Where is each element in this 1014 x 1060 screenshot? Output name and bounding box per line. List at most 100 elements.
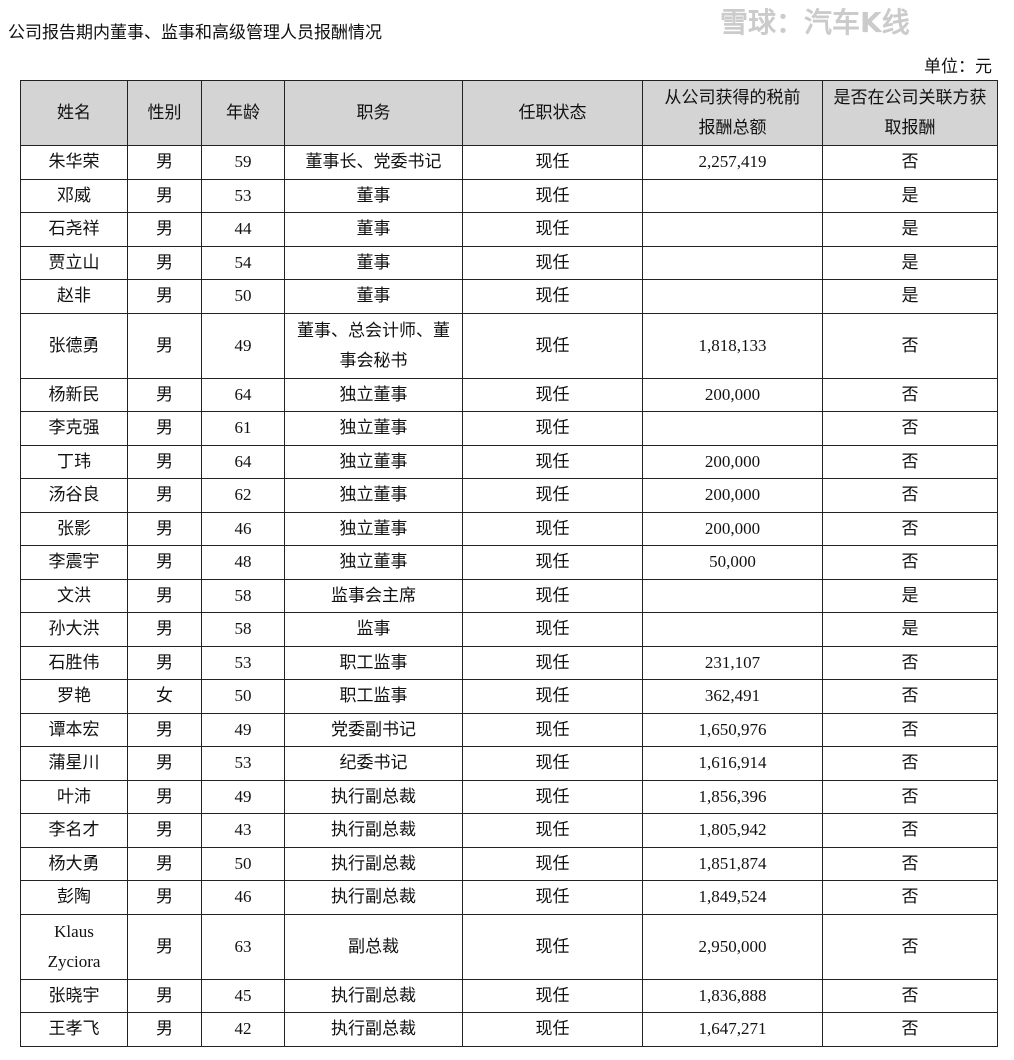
- cell-compensation: [642, 578, 823, 613]
- cell-position: 职工监事: [284, 645, 463, 680]
- cell-name: 张晓宇: [20, 978, 128, 1013]
- cell-position: 执行副总裁: [284, 779, 463, 814]
- cell-age: 58: [201, 612, 285, 647]
- cell-position: 执行副总裁: [284, 813, 463, 848]
- cell-age: 61: [201, 411, 285, 446]
- unit-label: 单位：元: [924, 57, 992, 77]
- table-row: 赵非男 50 董事 现任 是: [20, 279, 998, 314]
- table-row: 朱华荣男 59 董事长、党委书记 现任 2,257,419 否: [20, 145, 998, 180]
- cell-age: 50: [201, 279, 285, 314]
- header-compensation: 从公司获得的税前报酬总额: [642, 80, 823, 146]
- cell-name: 朱华荣: [20, 145, 128, 180]
- cell-name: 彭陶: [20, 880, 128, 915]
- cell-position: 董事: [284, 279, 463, 314]
- table-row: 叶沛男 49 执行副总裁 现任 1,856,396 否: [20, 779, 998, 814]
- cell-position: 监事: [284, 612, 463, 647]
- cell-age: 50: [201, 846, 285, 881]
- cell-gender: 男: [127, 145, 202, 180]
- cell-position: 执行副总裁: [284, 978, 463, 1013]
- cell-position: 执行副总裁: [284, 880, 463, 915]
- cell-gender: 男: [127, 645, 202, 680]
- cell-compensation: [642, 612, 823, 647]
- cell-age: 49: [201, 712, 285, 747]
- cell-compensation: [642, 411, 823, 446]
- cell-age: 58: [201, 578, 285, 613]
- table-row: 李震宇男 48 独立董事 现任 50,000 否: [20, 545, 998, 580]
- cell-gender: 男: [127, 612, 202, 647]
- cell-gender: 男: [127, 178, 202, 213]
- cell-status: 现任: [462, 511, 643, 546]
- cell-gender: 男: [127, 978, 202, 1013]
- cell-name: 贾立山: [20, 245, 128, 280]
- cell-age: 64: [201, 377, 285, 412]
- cell-status: 现任: [462, 1012, 643, 1047]
- cell-name: 李名才: [20, 813, 128, 848]
- cell-gender: 男: [127, 245, 202, 280]
- cell-compensation: 200,000: [642, 478, 823, 513]
- cell-status: 现任: [462, 880, 643, 915]
- cell-related-party: 否: [822, 978, 998, 1013]
- table-row: 文洪男 58 监事会主席 现任 是: [20, 578, 998, 613]
- table-row: 贾立山男 54 董事 现任 是: [20, 245, 998, 280]
- cell-age: 45: [201, 978, 285, 1013]
- cell-status: 现任: [462, 178, 643, 213]
- cell-gender: 男: [127, 411, 202, 446]
- cell-status: 现任: [462, 145, 643, 180]
- report-title: 公司报告期内董事、监事和高级管理人员报酬情况: [8, 23, 382, 43]
- compensation-table: 姓名 性别 年龄 职务 任职状态 从公司获得的税前报酬总额 是否在公司关联方获取…: [20, 80, 998, 1047]
- cell-position: 独立董事: [284, 478, 463, 513]
- cell-age: 49: [201, 779, 285, 814]
- cell-compensation: 50,000: [642, 545, 823, 580]
- cell-compensation: 1,818,133: [642, 312, 823, 379]
- cell-status: 现任: [462, 746, 643, 781]
- cell-compensation: 2,950,000: [642, 913, 823, 980]
- table-row: 李克强男 61 独立董事 现任 否: [20, 411, 998, 446]
- cell-related-party: 否: [822, 312, 998, 379]
- cell-position: 职工监事: [284, 679, 463, 714]
- cell-related-party: 是: [822, 578, 998, 613]
- cell-gender: 男: [127, 712, 202, 747]
- table-row: 王孝飞男 42 执行副总裁 现任 1,647,271 否: [20, 1012, 998, 1047]
- cell-compensation: [642, 279, 823, 314]
- cell-name: 杨新民: [20, 377, 128, 412]
- table-row: 丁玮男 64 独立董事 现任 200,000 否: [20, 444, 998, 479]
- cell-related-party: 否: [822, 712, 998, 747]
- cell-status: 现任: [462, 779, 643, 814]
- cell-name: 李克强: [20, 411, 128, 446]
- cell-related-party: 是: [822, 178, 998, 213]
- table-row: 石胜伟男 53 职工监事 现任 231,107 否: [20, 645, 998, 680]
- cell-related-party: 否: [822, 1012, 998, 1047]
- cell-gender: 男: [127, 511, 202, 546]
- cell-age: 43: [201, 813, 285, 848]
- cell-gender: 男: [127, 578, 202, 613]
- cell-age: 46: [201, 880, 285, 915]
- cell-gender: 男: [127, 846, 202, 881]
- cell-related-party: 否: [822, 746, 998, 781]
- table-row: 蒲星川男 53 纪委书记 现任 1,616,914 否: [20, 746, 998, 781]
- table-row: 邓威男 53 董事 现任 是: [20, 178, 998, 213]
- cell-gender: 男: [127, 779, 202, 814]
- cell-position: 独立董事: [284, 511, 463, 546]
- cell-age: 44: [201, 212, 285, 247]
- cell-related-party: 否: [822, 779, 998, 814]
- cell-name: 李震宇: [20, 545, 128, 580]
- cell-position: 执行副总裁: [284, 846, 463, 881]
- cell-position: 独立董事: [284, 411, 463, 446]
- cell-gender: 男: [127, 444, 202, 479]
- cell-position: 党委副书记: [284, 712, 463, 747]
- cell-related-party: 是: [822, 612, 998, 647]
- cell-name: 王孝飞: [20, 1012, 128, 1047]
- cell-age: 48: [201, 545, 285, 580]
- cell-gender: 男: [127, 312, 202, 379]
- cell-gender: 男: [127, 279, 202, 314]
- cell-status: 现任: [462, 279, 643, 314]
- cell-age: 53: [201, 178, 285, 213]
- cell-status: 现任: [462, 978, 643, 1013]
- cell-related-party: 否: [822, 880, 998, 915]
- cell-position: 董事: [284, 178, 463, 213]
- cell-name: 谭本宏: [20, 712, 128, 747]
- cell-related-party: 否: [822, 478, 998, 513]
- cell-age: 50: [201, 679, 285, 714]
- table-row: 张德勇男 49 董事、总会计师、董事会秘书 现任 1,818,133 否: [20, 312, 998, 379]
- cell-age: 63: [201, 913, 285, 980]
